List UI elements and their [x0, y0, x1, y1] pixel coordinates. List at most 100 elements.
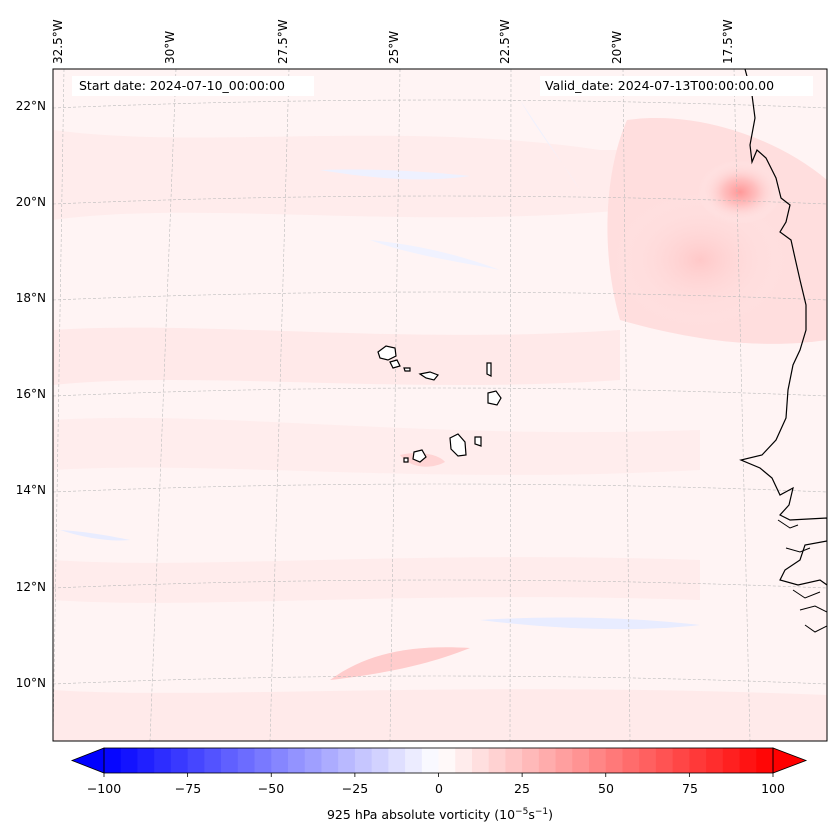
colorbar-cell [622, 748, 640, 773]
graticule [53, 69, 827, 741]
field-streak-negative [520, 100, 580, 190]
parallel-16n [53, 387, 827, 397]
colorbar-extend-min [70, 747, 105, 774]
meridian-17-5w [733, 69, 751, 741]
colorbar-title: 925 hPa absolute vorticity (10−5s−1) [0, 807, 837, 822]
colorbar-cell [756, 748, 774, 773]
colorbar-cell [287, 748, 306, 773]
island-brava [403, 457, 409, 463]
colorbar-cell [522, 748, 540, 773]
field-band [53, 327, 620, 385]
colorbar-cell [354, 748, 373, 773]
field-streak-negative [370, 240, 500, 270]
field-band [53, 689, 827, 741]
field-band [53, 417, 700, 475]
lat-label-10n: 10°N [15, 676, 46, 690]
meridian-32-5w [53, 69, 65, 741]
island-maio [474, 436, 482, 447]
lat-label-12n: 12°N [15, 580, 46, 594]
island-boa-vista [487, 390, 502, 406]
colorbar-cell [438, 748, 456, 773]
map-frame [52, 68, 828, 742]
parallel-22n [53, 99, 827, 109]
colorbar-cell [237, 748, 255, 773]
colorbar-extend-max [772, 747, 808, 774]
colorbar-tick-label: 25 [514, 781, 530, 796]
lat-label-16n: 16°N [15, 387, 46, 401]
parallel-18n [53, 291, 827, 301]
coastline [777, 519, 827, 633]
coastline [739, 69, 827, 586]
colorbar-cell [371, 748, 389, 773]
parallel-10n [53, 675, 827, 685]
colorbar-cell [154, 748, 172, 773]
colorbar-cell [271, 748, 289, 773]
field-streak-negative [480, 617, 700, 630]
meridian-30w [149, 69, 177, 741]
colorbar-cell [538, 748, 556, 773]
colorbar-cell [572, 748, 590, 773]
meridian-20w [622, 69, 631, 741]
island-sao-nicolau [418, 371, 439, 381]
colorbar-cell [204, 748, 222, 773]
field-streak-negative [320, 169, 470, 180]
colorbar-cell [722, 748, 740, 773]
colorbar-tick-label: 75 [682, 781, 698, 796]
colorbar-cell [488, 748, 506, 773]
island-santa-luzia [403, 367, 411, 372]
colorbar-cell [471, 748, 490, 773]
colorbar-cell [655, 748, 674, 773]
colorbar-cell [170, 748, 189, 773]
meridian-22-5w [509, 69, 512, 741]
valid-date-label: Valid_date: 2024-07-13T00:00:00.00 [540, 76, 813, 96]
island-fogo [412, 449, 427, 463]
field-band [53, 130, 627, 220]
colorbar-tick-label: 0 [435, 781, 443, 796]
field-pink-blob [610, 190, 790, 330]
colorbar-tick-label: −75 [174, 781, 202, 796]
cape-verde-islands [377, 345, 502, 463]
colorbar-cell [639, 748, 657, 773]
colorbar-tick-label: −50 [257, 781, 285, 796]
colorbar-title-close: ) [548, 807, 553, 823]
colorbar-cell [589, 748, 607, 773]
colorbar-title-text: 925 hPa absolute vorticity (10 [326, 807, 516, 823]
colorbar-cell [388, 748, 406, 773]
colorbar-cell [555, 748, 573, 773]
colorbar-cell [338, 748, 356, 773]
lat-label-20n: 20°N [15, 195, 46, 209]
colorbar-cell [405, 748, 423, 773]
colorbar-cell [455, 748, 473, 773]
start-date-label: Start date: 2024-07-10_00:00:00 [72, 76, 314, 96]
field-streak-negative [60, 530, 130, 541]
colorbar-tick-label: 100 [761, 781, 785, 796]
vorticity-maximum [698, 160, 782, 224]
colorbar-cell [304, 748, 322, 773]
colorbar-cell [706, 748, 724, 773]
colorbar [70, 747, 808, 777]
colorbar-cell [120, 748, 138, 773]
colorbar-tick-label: 50 [598, 781, 614, 796]
meridian-25w [389, 69, 401, 741]
lat-label-22n: 22°N [15, 99, 46, 113]
colorbar-tick-label: −100 [86, 781, 122, 796]
island-sal [486, 362, 492, 377]
island-santo-antao [377, 345, 397, 361]
lat-label-18n: 18°N [15, 291, 46, 305]
colorbar-cell [739, 748, 757, 773]
colorbar-cell [187, 748, 205, 773]
lat-label-14n: 14°N [15, 483, 46, 497]
colorbar-cell [505, 748, 523, 773]
meridian-27-5w [269, 69, 290, 741]
parallel-20n [53, 195, 827, 205]
island-santiago [449, 433, 467, 457]
colorbar-cell [221, 748, 239, 773]
colorbar-cell [104, 748, 122, 773]
colorbar-cell [254, 748, 272, 773]
colorbar-title-exponent: −1 [534, 807, 549, 817]
parallel-12n [53, 579, 827, 589]
colorbar-cell [421, 748, 439, 773]
colorbar-tick-label: −25 [341, 781, 369, 796]
